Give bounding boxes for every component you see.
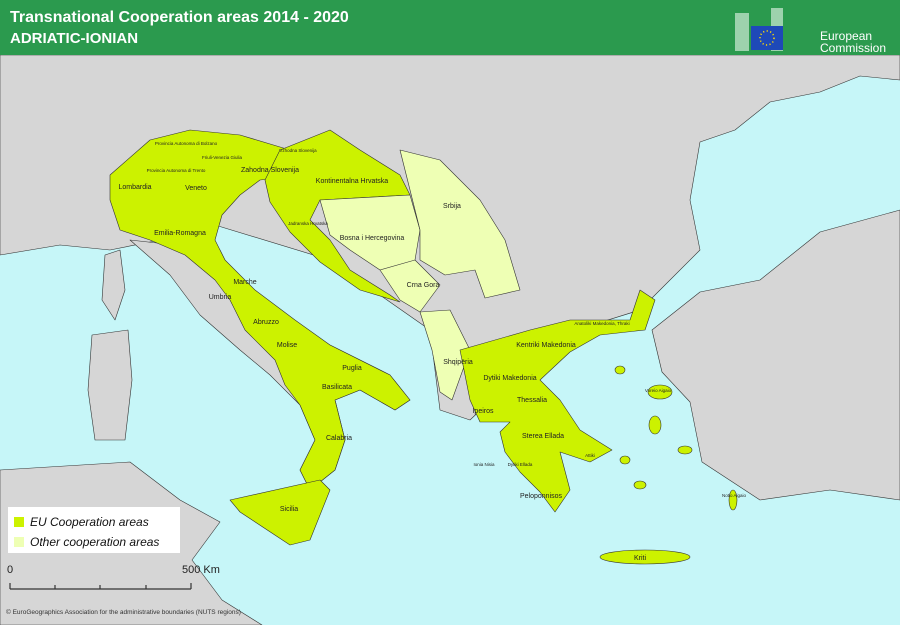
- aegean-island: [633, 480, 647, 490]
- label-bosna: Bosna i Hercegovina: [340, 235, 405, 242]
- label-shqiperia: Shqipëria: [443, 359, 473, 366]
- legend-swatch: [14, 537, 24, 547]
- label-zahodna-slovenija: Zahodna Slovenija: [241, 167, 299, 174]
- label-ipeiros: Ipeiros: [472, 408, 494, 415]
- sardinia: [87, 329, 133, 441]
- label-voreio-aigaio: Voreio Aigaio: [645, 388, 672, 393]
- label-peloponnisos: Peloponnisos: [520, 493, 563, 500]
- label-dytiki-ellada: Dytiki Ellada: [508, 462, 533, 467]
- label-friuli: Friuli-Venezia Giulia: [202, 155, 243, 160]
- lesvos-island: [647, 384, 673, 400]
- label-sicilia: Sicilia: [280, 506, 298, 513]
- montenegro-other-area: [379, 259, 441, 313]
- copyright-text: © EuroGeographics Association for the ad…: [6, 609, 241, 616]
- scale-start-label: 0: [7, 564, 14, 576]
- legend-item-eu: EU Cooperation areas: [14, 515, 149, 529]
- aegean-island: [648, 415, 662, 435]
- label-trento: Provincia Autonoma di Trento: [147, 168, 206, 173]
- label-kriti: Kriti: [634, 555, 647, 562]
- rhodes-island: [728, 489, 738, 511]
- corsica: [101, 249, 126, 321]
- label-veneto: Veneto: [185, 185, 207, 192]
- label-abruzzo: Abruzzo: [253, 319, 279, 326]
- map-header: Transnational Cooperation areas 2014 - 2…: [0, 0, 900, 55]
- legend-swatch: [14, 517, 24, 527]
- aegean-island: [677, 445, 693, 455]
- map-canvas[interactable]: Lombardia Veneto Emilia-Romagna Provinci…: [0, 55, 900, 625]
- logo-text: European: [820, 29, 873, 43]
- label-sterea-ellada: Sterea Ellada: [522, 433, 564, 440]
- label-srbija: Srbija: [443, 203, 461, 210]
- legend-item-other: Other cooperation areas: [14, 535, 159, 549]
- label-emilia-romagna: Emilia-Romagna: [154, 230, 206, 237]
- slovenia-croatia-eu-area: [264, 129, 411, 303]
- legend-label: EU Cooperation areas: [30, 515, 149, 529]
- eu-flag-icon: [735, 8, 783, 51]
- region-labels: Lombardia Veneto Emilia-Romagna Provinci…: [118, 141, 746, 562]
- label-bolzano: Provincia Autonoma di Bolzano: [155, 141, 218, 146]
- scale-bar: [9, 583, 192, 590]
- label-umbria: Umbria: [209, 294, 232, 301]
- label-puglia: Puglia: [342, 365, 362, 372]
- european-commission-logo: European Commission: [735, 8, 895, 55]
- label-ionia-nisia: Ionia Nisia: [473, 462, 495, 467]
- label-molise: Molise: [277, 342, 297, 349]
- aegean-island: [619, 455, 631, 465]
- logo-text: Commission: [820, 41, 887, 55]
- label-anatoliki-makedonia: Anatoliki Makedonia, Thraki: [574, 321, 629, 326]
- legend-label: Other cooperation areas: [30, 535, 160, 549]
- scale-end-label: 500 Km: [182, 564, 220, 576]
- label-jadranska-hrvatska: Jadranska Hrvatska: [288, 221, 328, 226]
- label-marche: Marche: [233, 279, 256, 286]
- aegean-island: [614, 365, 626, 375]
- map-legend: EU Cooperation areas Other cooperation a…: [8, 507, 180, 553]
- label-dytiki-makedonia: Dytiki Makedonia: [483, 375, 536, 382]
- label-kontinentalna-hrvatska: Kontinentalna Hrvatska: [316, 178, 388, 185]
- label-basilicata: Basilicata: [322, 384, 352, 391]
- label-vzhodna-slovenija: Vzhodna Slovenija: [279, 148, 317, 153]
- label-crna-gora: Crna Gora: [407, 282, 440, 289]
- map-subtitle: ADRIATIC-IONIAN: [10, 30, 139, 47]
- greece-eu-area: [459, 289, 656, 513]
- map-title: Transnational Cooperation areas 2014 - 2…: [10, 9, 349, 26]
- label-thessalia: Thessalia: [517, 397, 547, 404]
- label-lombardia: Lombardia: [118, 184, 151, 191]
- label-notio-aigaio: Notio Aigaio: [722, 493, 747, 498]
- kriti-island: [599, 549, 691, 565]
- label-calabria: Calabria: [326, 435, 352, 442]
- label-attiki: Attiki: [585, 453, 595, 458]
- serbia-other-area: [399, 149, 521, 299]
- albania-other-area: [419, 309, 471, 401]
- label-kentriki-makedonia: Kentriki Makedonia: [516, 342, 576, 349]
- turkey-land: [651, 209, 900, 501]
- sicily-eu-area: [229, 479, 331, 546]
